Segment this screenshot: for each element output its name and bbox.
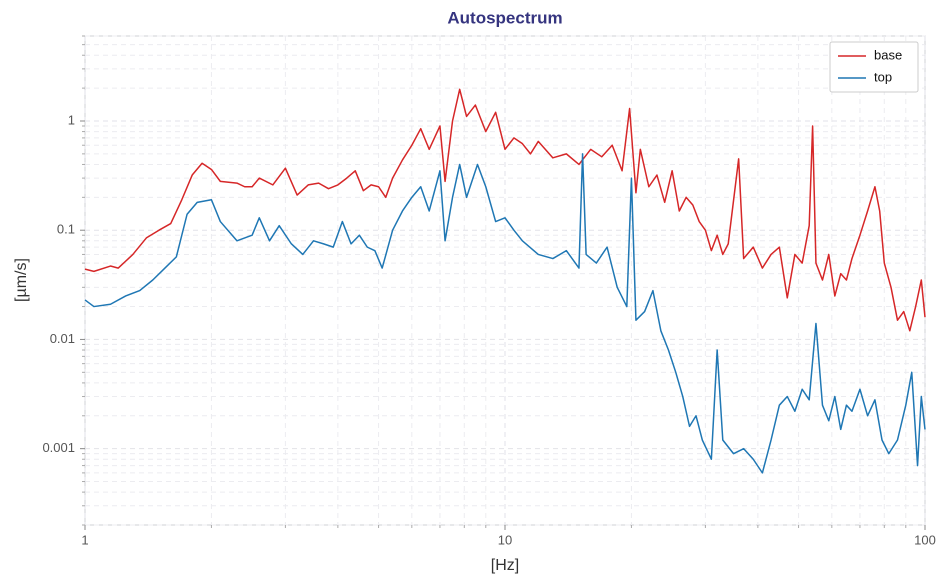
y-tick-label: 0.01 [50, 331, 75, 346]
grid [84, 35, 926, 526]
y-axis-label: [µm/s] [13, 258, 30, 302]
legend-box [829, 41, 919, 93]
x-tick-label: 10 [498, 532, 512, 547]
y-tick-label: 1 [68, 112, 75, 127]
chart-title: Autospectrum [447, 8, 562, 27]
legend-label: base [874, 47, 902, 62]
series-line [84, 88, 926, 332]
y-tick-label: 0.1 [57, 222, 75, 237]
legend-label: top [874, 69, 892, 84]
x-tick-label: 100 [914, 532, 936, 547]
y-tick-label: 0.001 [42, 440, 75, 455]
x-tick-label: 1 [81, 532, 88, 547]
x-axis-label: [Hz] [491, 557, 519, 574]
series-line [84, 153, 926, 474]
